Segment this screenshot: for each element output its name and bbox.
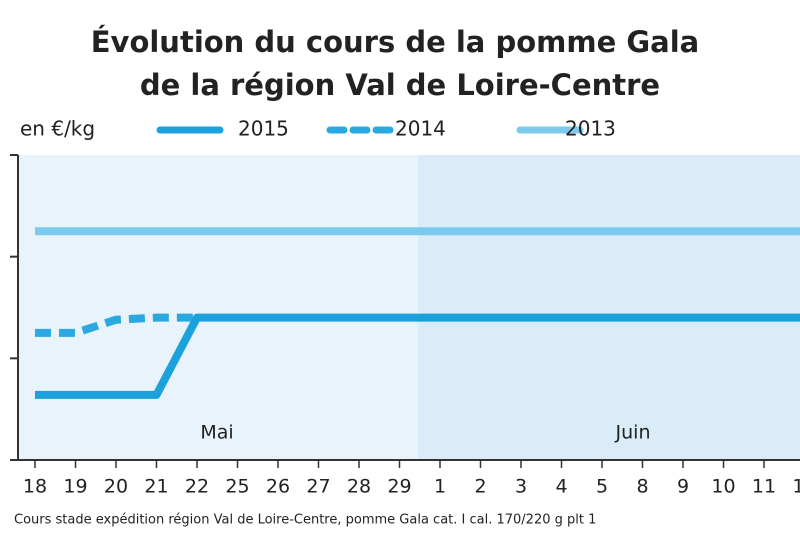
month-label: Juin [615,422,651,444]
x-tick-label: 9 [677,476,689,498]
x-tick-label: 1 [434,476,446,498]
note: Cours stade expédition région Val de Loi… [14,513,596,528]
x-tick-label: 10 [711,476,735,498]
series-line [35,313,197,337]
period-band [418,155,800,460]
x-tick-label: 22 [185,476,209,498]
x-tick-label: 28 [347,476,371,498]
x-tick-label: 21 [144,476,168,498]
x-tick-label: 20 [104,476,128,498]
legend-label: 2014 [395,117,446,141]
x-tick-label: 11 [752,476,776,498]
legend-label: 2015 [238,117,289,141]
x-tick-label: 27 [306,476,330,498]
chart-title: Évolution du cours de la pomme Gala [91,25,700,59]
chart-subtitle: de la région Val de Loire-Centre [140,68,660,102]
x-tick-label: 5 [596,476,608,498]
x-tick-label: 25 [225,476,249,498]
month-label: Mai [200,422,233,444]
x-tick-label: 26 [266,476,290,498]
x-tick-label: 2 [474,476,486,498]
x-tick-label: 12 [792,476,800,498]
x-tick-label: 8 [636,476,648,498]
y-axis-label: en €/kg [20,117,95,141]
x-tick-label: 4 [555,476,567,498]
period-band [18,155,418,460]
legend-label: 2013 [565,117,616,141]
series-line [35,313,800,399]
x-tick-label: 29 [387,476,411,498]
x-tick-label: 19 [63,476,87,498]
x-tick-label: 3 [515,476,527,498]
x-tick-label: 18 [23,476,47,498]
